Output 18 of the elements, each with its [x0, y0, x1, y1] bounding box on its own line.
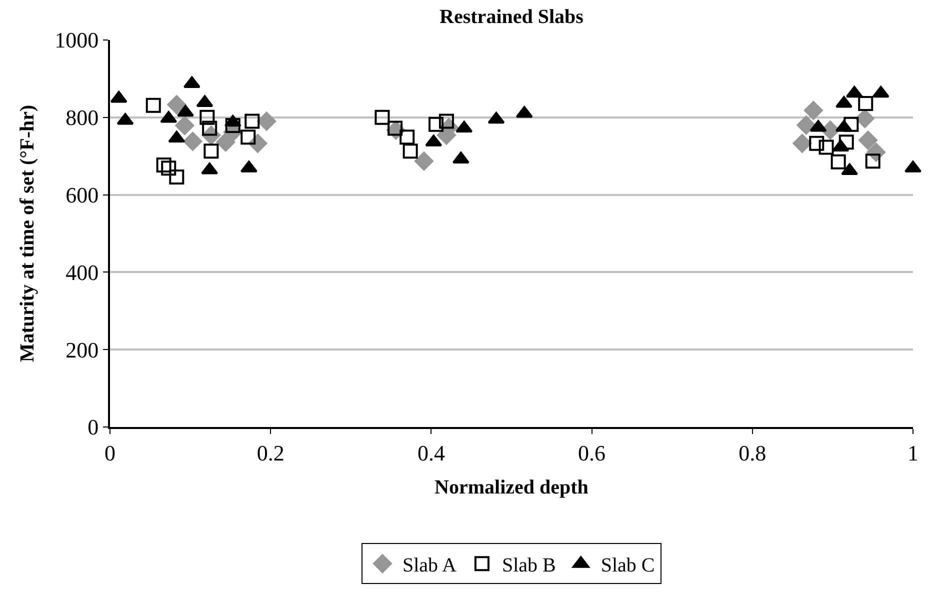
x-tick-label: 0 [104, 440, 116, 466]
y-tick-label: 0 [88, 414, 99, 440]
y-tick-label: 600 [66, 182, 99, 208]
y-tick-label: 200 [66, 337, 99, 362]
y-axis-title: Maturity at time of set (°F-hr) [16, 104, 39, 362]
x-tick-label: 0.6 [578, 440, 606, 466]
x-tick-label: 0.2 [256, 440, 284, 466]
x-tick-label: 0.8 [738, 440, 766, 466]
chart-title: Restrained Slabs [440, 6, 584, 28]
x-axis-title: Normalized depth [434, 476, 588, 498]
x-tick-label: 1 [908, 440, 918, 466]
legend-label: Slab A [402, 554, 457, 576]
legend-label: Slab B [502, 554, 556, 576]
y-tick-label: 800 [66, 105, 99, 130]
y-tick-label: 400 [66, 260, 99, 285]
x-tick-label: 0.4 [417, 440, 445, 466]
y-tick-label: 1000 [54, 28, 99, 53]
legend-label: Slab C [600, 554, 655, 576]
